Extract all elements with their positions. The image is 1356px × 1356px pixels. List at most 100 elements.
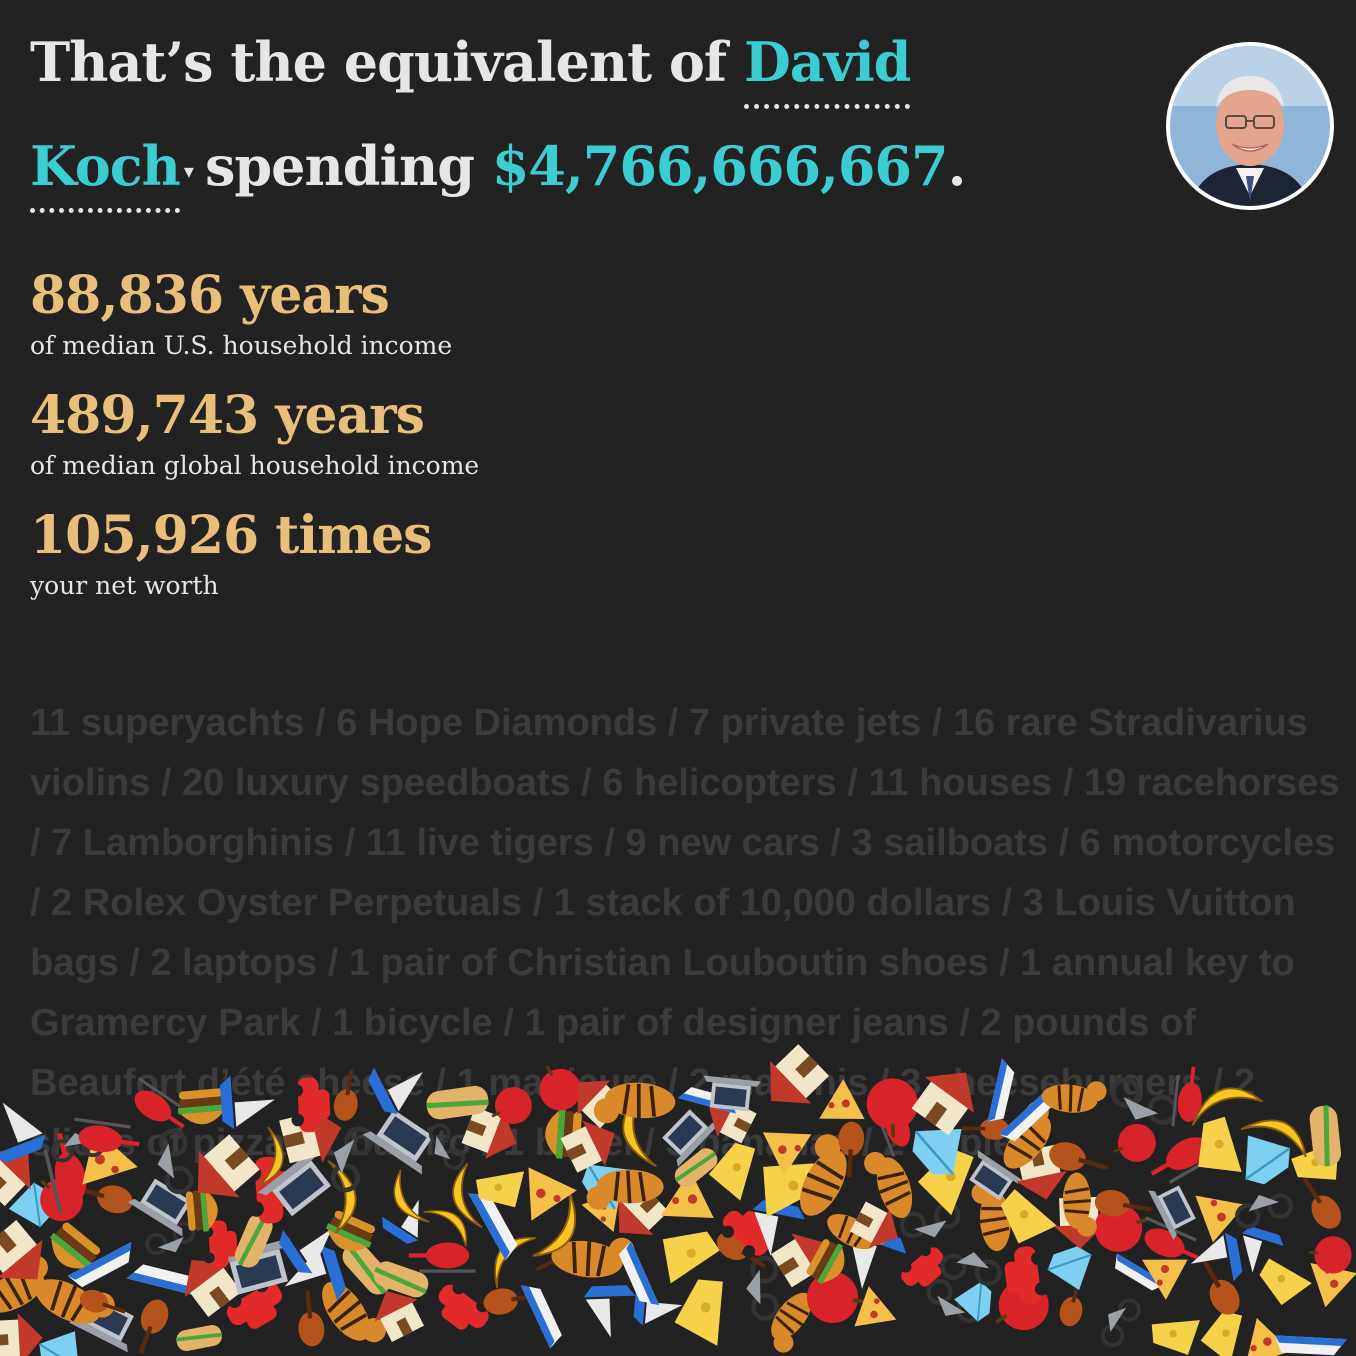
motorcycle-icon <box>899 1202 961 1239</box>
apple-icon <box>491 1087 532 1124</box>
apple-icon <box>1308 1236 1352 1274</box>
burger-icon <box>177 1088 227 1125</box>
burrito-icon <box>234 1213 273 1268</box>
tiger-icon <box>800 1134 847 1216</box>
sailboat-icon <box>1190 1232 1243 1282</box>
tiger-icon <box>322 1281 387 1343</box>
motorcycle-icon <box>746 1255 780 1321</box>
tiger-icon <box>1041 1081 1107 1113</box>
apple-icon <box>806 1271 866 1324</box>
tiger-icon <box>593 1082 676 1124</box>
tiger-icon <box>864 1151 913 1219</box>
cheese-icon <box>1151 1320 1200 1355</box>
violin-icon <box>138 1299 169 1354</box>
apple-icon <box>539 1065 582 1111</box>
stat-value: 105,926 times <box>30 505 432 566</box>
car-icon <box>721 1210 770 1258</box>
speedboat-icon <box>618 1241 660 1305</box>
purchasable-items-list: 11 superyachts / 6 Hope Diamonds / 7 pri… <box>30 702 1340 1164</box>
headline: That’s the equivalent of David Koch ▾ spen… <box>30 28 1130 218</box>
burrito-icon <box>426 1085 489 1120</box>
sailboat-icon <box>0 1102 46 1163</box>
emoji-pile-graphic <box>0 1044 1356 1356</box>
house-icon <box>197 1134 260 1198</box>
cheese-icon <box>475 1171 525 1208</box>
headline-line-1: That’s the equivalent of David <box>30 10 1130 114</box>
tiger-icon <box>586 1169 664 1210</box>
violin-icon <box>79 1289 126 1314</box>
cheese-icon <box>1000 1189 1057 1244</box>
apple-icon <box>866 1078 918 1138</box>
headline-suffix: . <box>947 134 967 198</box>
cheese-icon <box>674 1279 723 1346</box>
pizza-icon <box>854 1286 897 1327</box>
pizza-icon <box>1195 1195 1246 1243</box>
person-selector-first[interactable]: David <box>743 30 911 109</box>
laptop-icon <box>1148 1185 1196 1241</box>
banana-icon <box>423 1210 467 1247</box>
house-icon <box>770 1044 830 1104</box>
violin-icon <box>961 1117 1009 1140</box>
car-icon <box>290 1077 331 1133</box>
cheese-icon <box>1259 1258 1312 1306</box>
motorcycle-icon <box>1110 1077 1178 1126</box>
violin-icon <box>838 1121 865 1178</box>
emoji-pile <box>0 1030 1356 1356</box>
banana-icon <box>393 1169 430 1223</box>
chevron-down-icon[interactable]: ▾ <box>183 158 194 183</box>
banana-icon <box>327 1159 357 1234</box>
stat-label: of median U.S. household income <box>30 331 453 360</box>
speedboat-icon <box>468 1193 518 1261</box>
car-icon <box>900 1245 944 1287</box>
cheese-icon <box>662 1231 720 1284</box>
helicopter-icon <box>43 1132 87 1214</box>
burger-icon <box>185 1188 218 1232</box>
speedboat-icon <box>1274 1335 1347 1356</box>
violin-icon <box>333 1069 358 1121</box>
house-icon <box>461 1106 517 1159</box>
laptop-icon <box>362 1109 434 1175</box>
speedboat-icon <box>126 1264 200 1297</box>
avatar <box>1166 42 1334 210</box>
helicopter-icon <box>134 1077 185 1129</box>
pizza-icon <box>660 1170 714 1218</box>
stat-value: 489,743 years <box>30 385 425 446</box>
sailboat-icon <box>381 1199 419 1244</box>
stat-us-income: 88,836 years of median U.S. household in… <box>30 262 479 362</box>
burger-icon <box>49 1222 101 1270</box>
violin-icon <box>1302 1177 1342 1229</box>
cheese-icon <box>708 1142 756 1201</box>
amount-value: $4,766,666,667 <box>491 134 949 198</box>
motorcycle-icon <box>1101 1298 1141 1348</box>
motorcycle-icon <box>157 1128 194 1195</box>
house-icon <box>560 1120 615 1173</box>
burrito-icon <box>1309 1105 1342 1167</box>
stat-global-income: 489,743 years of median global household… <box>30 382 479 482</box>
sailboat-icon <box>278 1228 333 1274</box>
speedboat-icon <box>67 1241 132 1288</box>
person-selector-last[interactable]: Koch <box>30 134 181 213</box>
burrito-icon <box>176 1325 222 1352</box>
helicopter-icon <box>74 1117 140 1153</box>
diamond-icon <box>1047 1246 1092 1291</box>
house-icon <box>0 1313 43 1356</box>
sailboat-icon <box>368 1067 423 1115</box>
speedboat-icon <box>987 1058 1015 1122</box>
violin-icon <box>298 1290 325 1347</box>
banana-icon <box>259 1126 284 1186</box>
laptop-icon <box>703 1075 762 1112</box>
headline-line-2: Koch ▾ spending $4,766,666,667. <box>30 114 1130 218</box>
diamond-icon <box>1244 1135 1291 1185</box>
speedboat-icon <box>520 1285 562 1349</box>
car-icon <box>202 1220 238 1269</box>
headline-prefix: That’s the equivalent of <box>30 30 727 94</box>
diamond-icon <box>8 1182 51 1228</box>
cheese-icon <box>1200 1311 1243 1356</box>
violin-icon <box>1094 1189 1152 1217</box>
diamond-icon <box>954 1281 992 1322</box>
motorcycle-icon <box>330 1126 374 1193</box>
tiger-icon <box>771 1292 812 1353</box>
stat-label: your net worth <box>30 571 219 600</box>
pizza-icon <box>819 1079 865 1119</box>
